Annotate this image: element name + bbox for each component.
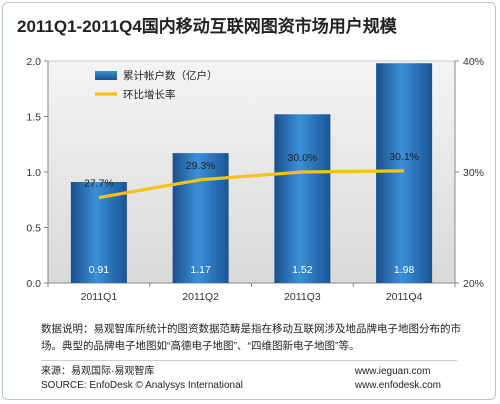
divider [41,360,457,361]
legend-bar-swatch [95,71,117,80]
url-link-2[interactable]: www.enfodesk.com [354,380,441,391]
chart: 0.0 0.5 1.0 1.5 2.0 20% 30% 40% 2011Q1 2011Q2 2011… [26,56,484,303]
x-tick-label: 2011Q3 [284,291,321,303]
bar [70,181,127,283]
bar-value-label: 1.98 [394,264,415,276]
legend-line-label: 环比增长率 [123,88,176,101]
bar [376,63,433,283]
line-value-label: 30.0% [287,152,317,164]
y-right-tick-label: 40% [463,56,484,68]
url-block: www.ieguan.com www.enfodesk.com [355,365,441,393]
legend-bar-label: 累计帐户数（亿户） [123,69,218,82]
bar-value-label: 1.17 [190,264,211,276]
x-tick-label: 2011Q1 [81,291,118,303]
bar-value-label: 1.52 [292,264,313,276]
y-left-tick-label: 0.0 [26,278,41,290]
line-value-label: 29.3% [186,160,216,172]
y-left-tick-label: 2.0 [26,56,41,68]
y-right-tick-label: 30% [463,167,484,179]
y-right-tick-label: 20% [463,278,484,290]
y-left-tick-label: 1.0 [26,167,41,179]
chart-title: 2011Q1-2011Q4国内移动互联网图资市场用户规模 [17,17,397,36]
y-left-tick-label: 1.5 [26,112,41,124]
line-value-label: 30.1% [389,151,419,163]
bar [274,114,331,283]
x-tick-label: 2011Q2 [182,291,219,303]
y-left-tick-label: 0.5 [26,223,41,235]
url-link-1[interactable]: www.ieguan.com [354,366,431,377]
source-en: SOURCE: EnfoDesk © Analysys Internationa… [41,380,243,391]
data-note: 数据说明：易观智库所统计的图资数据范畴是指在移动互联网涉及地品牌电子地图分布的市… [41,323,461,352]
line-value-label: 27.7% [84,178,114,190]
chart-card: 2011Q1-2011Q4国内移动互联网图资市场用户规模 0.0 0.5 1.0 1.… [2,2,496,400]
growth-line [98,169,405,200]
x-tick-label: 2011Q4 [386,291,423,303]
source-cn: 来源：易观国际·易观智库 [41,366,155,377]
source-block: 来源：易观国际·易观智库 SOURCE: EnfoDesk © Analysys… [41,365,243,393]
bar [172,153,229,283]
bar-value-label: 0.91 [89,264,110,276]
